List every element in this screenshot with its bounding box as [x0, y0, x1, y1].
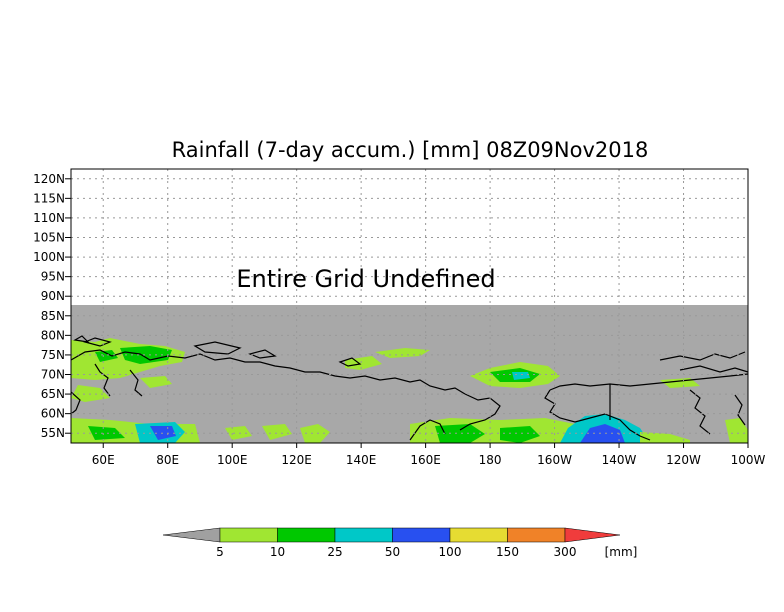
- coastline-island-3: [248, 349, 277, 359]
- rain-patch-south-small3: [300, 424, 330, 443]
- coastline-west-edge: [70, 391, 81, 415]
- undefined-grid-message: Entire Grid Undefined: [236, 265, 495, 293]
- lat-tick-label: 70N: [41, 368, 65, 382]
- coastline-alaska-north: [549, 373, 749, 391]
- lon-tick-label: 140E: [346, 453, 377, 467]
- colorbar-unit-label: [mm]: [605, 545, 638, 559]
- lon-tick-label: 100W: [731, 453, 766, 467]
- rain-patch-south-small2: [262, 424, 292, 440]
- lon-tick-label: 140W: [602, 453, 637, 467]
- lat-tick-label: 110N: [33, 211, 65, 225]
- lon-tick-label: 100E: [217, 453, 248, 467]
- colorbar-tick-label: 10: [270, 545, 285, 559]
- rain-patch-pacific-core2: [500, 426, 540, 443]
- colorbar-tick-label: 150: [496, 545, 519, 559]
- lon-tick-label: 60E: [92, 453, 115, 467]
- colorbar-tick-label: 100: [439, 545, 462, 559]
- lon-tick-label: 180: [479, 453, 502, 467]
- rain-patch-siberia-small: [71, 385, 110, 402]
- coastline-island-1: [83, 337, 112, 347]
- lat-tick-label: 55N: [41, 426, 65, 440]
- coastline-taymyr: [129, 369, 143, 397]
- rain-patch-canada: [640, 432, 690, 443]
- lat-tick-label: 60N: [41, 407, 65, 421]
- lat-tick-label: 100N: [33, 250, 65, 264]
- coastline-arctic-archipelago: [659, 351, 746, 361]
- coastline-alaska-west: [544, 389, 651, 441]
- lon-tick-label: 160W: [537, 453, 572, 467]
- colorbar-bin: [449, 527, 508, 543]
- rain-patch-siberia-small2: [140, 376, 172, 388]
- longitude-axis: 60E 80E 100E 120E 140E 160E 180 160W 140W 120W 100…: [92, 443, 766, 467]
- colorbar: 5 10 25 50 100 150 300 [mm]: [162, 527, 638, 559]
- lat-tick-label: 65N: [41, 387, 65, 401]
- rain-patch-central-north2: [375, 348, 430, 358]
- map-panel: [70, 168, 749, 444]
- lat-tick-label: 115N: [33, 191, 65, 205]
- coastline-hudson-2: [734, 394, 746, 426]
- lat-tick-label: 95N: [41, 270, 65, 284]
- lon-tick-label: 80E: [156, 453, 179, 467]
- colorbar-tick-label: 5: [216, 545, 224, 559]
- lon-tick-label: 120W: [666, 453, 701, 467]
- colorbar-below-triangle: [162, 527, 221, 543]
- colorbar-bin: [334, 527, 393, 543]
- lat-tick-label: 120N: [33, 172, 65, 186]
- lat-tick-label: 80N: [41, 328, 65, 342]
- coastline-island-2: [73, 335, 90, 343]
- coastline-yamal: [94, 363, 111, 397]
- colorbar-bin: [392, 527, 451, 543]
- lat-tick-label: 85N: [41, 309, 65, 323]
- coastline-chukotka: [459, 393, 501, 431]
- latitude-axis: 120N 115N 110N 105N 100N 95N 90N 85N 80N 75N 70N 65…: [33, 172, 71, 440]
- lat-tick-label: 75N: [41, 348, 65, 362]
- lon-tick-label: 120E: [281, 453, 312, 467]
- graticule: [71, 169, 749, 443]
- map-title: Rainfall (7-day accum.) [mm] 08Z09Nov201…: [172, 138, 649, 162]
- colorbar-tick-label: 50: [385, 545, 400, 559]
- lat-tick-label: 105N: [33, 231, 65, 245]
- lon-tick-label: 160E: [410, 453, 441, 467]
- rain-patch-pacific-core: [435, 424, 485, 443]
- coastline-hudson: [689, 389, 711, 435]
- lat-tick-label: 90N: [41, 289, 65, 303]
- colorbar-tick-label: 300: [554, 545, 577, 559]
- colorbar-tick-label: 25: [327, 545, 342, 559]
- coastline-severnaya-zemlya: [193, 341, 242, 355]
- rain-patch-south-west-core: [88, 426, 125, 440]
- coastline-island-4: [338, 357, 362, 367]
- rain-patch-siberia-west-core: [120, 346, 172, 364]
- colorbar-bin: [277, 527, 336, 543]
- rain-patch-east: [725, 418, 748, 443]
- rain-patch-siberia-west-core2: [95, 350, 118, 362]
- coastline-arctic-archipelago-2: [679, 365, 749, 373]
- colorbar-bin: [507, 527, 566, 543]
- colorbar-above-triangle: [564, 527, 621, 543]
- coastlines: [70, 335, 749, 441]
- coastline-kamchatka: [409, 419, 446, 441]
- rain-patch-gulf-alaska-core: [580, 424, 625, 443]
- map-frame: [70, 168, 749, 444]
- coastline-eurasia-north: [70, 349, 466, 395]
- rain-patch-south-small: [225, 426, 252, 440]
- colorbar-bin: [219, 527, 278, 543]
